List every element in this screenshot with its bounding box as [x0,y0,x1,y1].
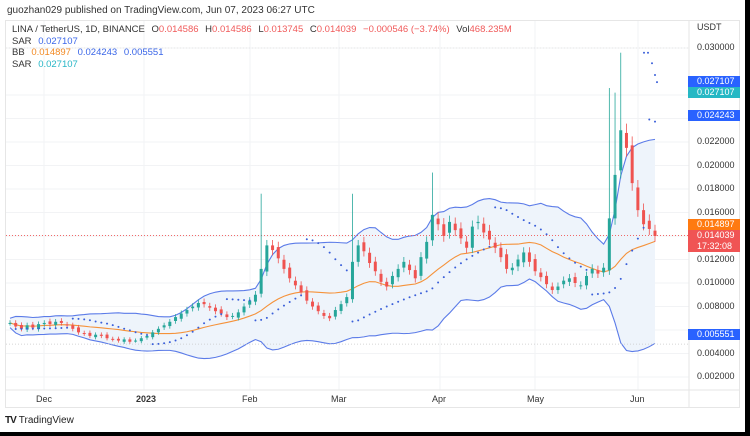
price-tick: 0.022000 [697,136,735,146]
tradingview-brand[interactable]: TV TradingView [5,415,74,426]
price-tick: 0.004000 [697,347,735,358]
chart-legend: LINA / TetherUS, 1D, BINANCE O0.014586 H… [12,24,512,70]
sar-value: 0.027107 [38,35,78,47]
price-badge: 0.005551 [688,329,740,341]
price-tick: 0.008000 [697,300,735,311]
price-tick: 0.002000 [697,371,735,381]
low-value: 0.013745 [263,24,304,35]
open-value: 0.014586 [158,24,199,35]
price-tick: 0.020000 [697,159,735,170]
chart-frame [5,20,740,408]
price-tick: 0.010000 [697,277,735,287]
time-axis-label: Mar [331,394,347,404]
price-tick: 0.016000 [697,206,735,217]
change-value: −0.000546 (−3.74%) [363,24,450,35]
publisher-line: guozhan029 published on TradingView.com,… [7,5,315,16]
sar2-value: 0.027107 [38,58,78,70]
tradingview-logo-icon: TV [5,415,17,426]
time-axis-label: May [527,394,545,404]
price-badge: 0.014039 17:32:08 [688,229,740,252]
symbol-title[interactable]: LINA / TetherUS, 1D, BINANCE [12,24,145,35]
price-badge: 0.027107 [688,75,740,87]
bb-lower-value: 0.005551 [123,47,164,58]
brand-name: TradingView [18,415,74,426]
price-axis-unit: USDT [697,22,722,32]
sar-legend-row[interactable]: SAR 0.027107 [12,35,78,47]
time-axis-label: Apr [432,394,447,404]
time-axis-label: Dec [36,394,53,404]
bb-upper-value: 0.024243 [77,47,118,58]
price-tick: 0.012000 [697,253,735,264]
close-value: 0.014039 [316,24,357,35]
time-axis-label: 2023 [136,394,157,404]
time-axis-label: Jun [630,394,645,404]
price-badge: 0.014897 [688,219,740,231]
price-tick: 0.018000 [697,183,735,193]
sar2-legend-row[interactable]: SAR 0.027107 [12,58,78,70]
price-badge: 0.024243 [688,109,740,121]
high-value: 0.014586 [212,24,252,35]
price-badge: 0.027107 [688,86,740,98]
bb-legend-row[interactable]: BB 0.014897 0.024243 0.005551 [12,47,164,58]
symbol-ohlc-row: LINA / TetherUS, 1D, BINANCE O0.014586 H… [12,24,512,35]
price-tick: 0.030000 [697,42,735,52]
time-axis-label: Feb [242,394,258,404]
bb-basis-value: 0.014897 [31,47,71,58]
volume-value: 468.235M [469,24,512,35]
